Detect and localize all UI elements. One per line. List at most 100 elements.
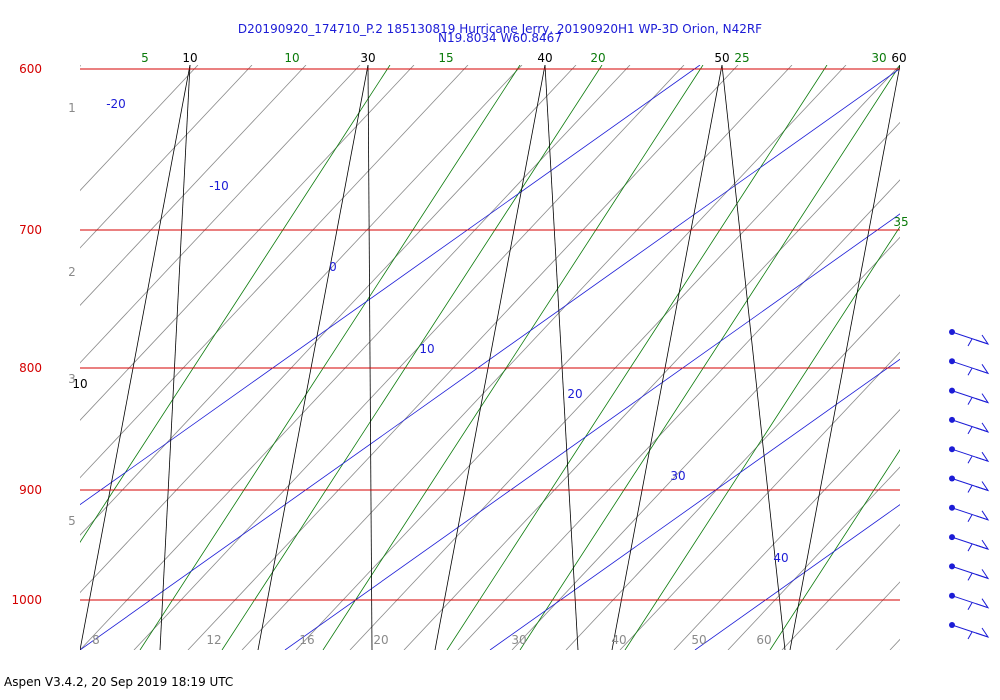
wind-barb [949,592,990,610]
height-km-label: 3 [68,372,76,386]
mixing-ratio-line [187,65,739,650]
isotherm-line [489,358,900,650]
moist-adiabat-label: 35 [893,215,908,229]
wind-barb [949,563,990,581]
dry-adiabat-label: 10 [72,377,87,391]
mixing-ratio-line [349,65,900,650]
mixing-ratio-line [457,179,900,650]
mixing-ratio-line [511,236,900,650]
moist-adiabat-line [139,65,521,650]
mixing-ratio-line [80,65,253,249]
moist-adiabat-line [769,449,900,650]
mixing-ratio-label: 40 [611,633,626,647]
mixing-ratio-line [80,65,199,192]
wind-barb [949,622,990,640]
mixing-ratio-line [295,65,847,650]
dry-adiabat-label: 30 [360,51,375,65]
moist-adiabat-line [322,65,704,650]
dry-adiabat-line [80,65,191,650]
dry-adiabat-line [434,65,546,650]
moist-adiabat-line [80,65,391,543]
wind-barb [949,329,990,347]
isotherm-label: 30 [670,469,685,483]
moist-adiabat-line [624,225,900,650]
dry-adiabat-line [544,65,579,650]
mixing-ratio-line [944,65,1000,650]
mixing-ratio-line [80,65,631,650]
footer-version-timestamp: Aspen V3.4.2, 20 Sep 2019 18:19 UTC [4,675,234,689]
mixing-ratio-line [80,65,415,421]
dry-adiabat-label: 40 [537,51,552,65]
mixing-ratio-line [835,581,900,650]
dry-adiabat-label: 60 [891,51,906,65]
mixing-ratio-label: 12 [206,633,221,647]
mixing-ratio-label: 60 [756,633,771,647]
wind-barb [949,475,990,493]
isotherm-label: 10 [419,342,434,356]
mixing-ratio-line [241,65,793,650]
pressure-tick-label: 600 [19,62,42,76]
mixing-ratio-line [889,638,900,650]
isotherm-line [694,504,900,650]
mixing-ratio-line [133,65,685,650]
dry-adiabat-line [611,65,723,650]
mixing-ratio-line [565,294,900,650]
moist-adiabat-label: 15 [438,51,453,65]
pressure-tick-label: 800 [19,361,42,375]
isotherm-label: 20 [567,387,582,401]
wind-barb [949,387,990,405]
wind-barb [949,504,990,523]
mixing-ratio-label: 8 [92,633,100,647]
wind-barb-column [949,329,990,640]
pressure-tick-label: 900 [19,483,42,497]
wind-barb [949,416,990,435]
moist-adiabat-label: 10 [284,51,299,65]
chart-title-line-1: D20190920_174710_P.2 185130819 Hurricane… [237,22,763,36]
mixing-ratio-line [80,65,361,364]
pressure-tick-label: 700 [19,223,42,237]
height-km-label: 5 [68,514,76,528]
mixing-ratio-line [619,351,900,650]
isotherm-line [80,68,900,650]
dry-adiabat-line [367,65,373,650]
wind-barb [949,534,990,552]
mixing-ratio-line [80,65,469,479]
mixing-ratio-line [781,523,900,650]
moist-adiabat-label: 5 [141,51,149,65]
height-km-label: 1 [68,101,76,115]
mixing-ratio-label: 30 [511,633,526,647]
mixing-ratio-line [80,65,577,594]
wind-barb [949,358,990,376]
mixing-ratio-label: 20 [373,633,388,647]
mixing-ratio-line [727,466,900,650]
isotherm-label: -10 [209,179,229,193]
moist-adiabat-line [446,65,828,650]
mixing-ratio-label: 50 [691,633,706,647]
plot-area [80,65,1000,650]
isotherm-line [899,649,900,650]
moist-adiabat-line [221,65,603,650]
pressure-tick-label: 1000 [11,593,42,607]
wind-barb [949,446,990,464]
moist-adiabat-line [519,65,900,650]
isotherm-label: 0 [329,260,337,274]
height-km-label: 2 [68,265,76,279]
mixing-ratio-label: 16 [299,633,314,647]
dry-adiabat-line [257,65,369,650]
dry-adiabat-label: 50 [714,51,729,65]
mixing-ratio-line [673,409,900,650]
isotherm-label: 40 [773,551,788,565]
dry-adiabat-line [721,65,786,650]
moist-adiabat-label: 25 [734,51,749,65]
dry-adiabat-line [80,65,81,68]
isotherm-line [80,65,701,506]
dry-adiabat-line [159,65,191,650]
isotherm-label: -20 [106,97,126,111]
dry-adiabat-label: 10 [182,51,197,65]
moist-adiabat-label: 20 [590,51,605,65]
isotherm-line [284,213,900,650]
chart-title-line-2: N19.8034 W60.8467 [438,31,562,45]
dry-adiabat-line [789,65,900,650]
mixing-ratio-line [403,121,900,650]
